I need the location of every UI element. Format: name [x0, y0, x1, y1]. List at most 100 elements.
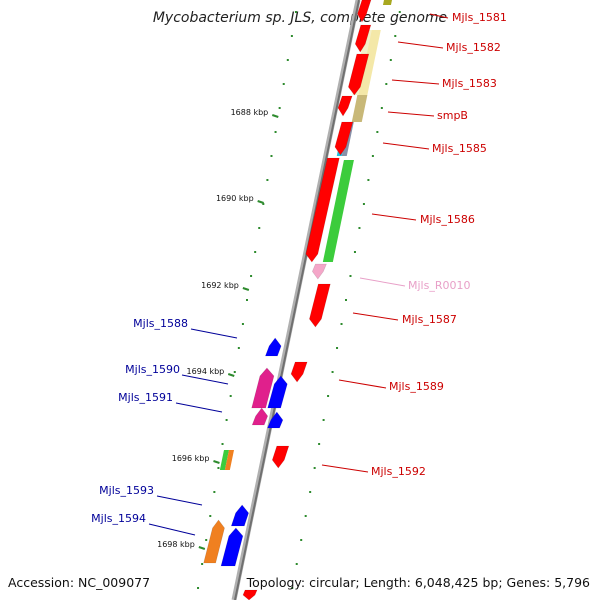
- gene-label: Mjls_R0010: [408, 279, 470, 292]
- gene-label: Mjls_1592: [371, 465, 426, 478]
- scale-dot: [309, 491, 312, 493]
- scale-dot: [291, 587, 294, 589]
- forward-gene-arrow: [337, 95, 353, 117]
- gene-labels: Mjls_1581 Mjls_1582 Mjls_1583 smpB Mjls_1585…: [91, 11, 507, 536]
- label-leader-line: [175, 402, 223, 413]
- label-leader-line: [387, 111, 435, 117]
- scale-dot: [389, 59, 392, 61]
- label-leader-line: [429, 13, 449, 19]
- scale-dot: [362, 203, 365, 205]
- label-leader-line: [321, 464, 369, 473]
- gene-label: Mjls_1593: [99, 484, 154, 497]
- forward-gene-arrow: [271, 445, 290, 469]
- scale-dot: [278, 107, 281, 109]
- scale-dot: [221, 443, 224, 445]
- scale-dot: [233, 371, 236, 373]
- scale-dot: [322, 419, 325, 421]
- scale-dot: [398, 11, 401, 13]
- accession-text: Accession: NC_009077: [8, 575, 151, 590]
- gene-label: Mjls_1589: [389, 380, 444, 393]
- kbp-label: 1698 kbp: [157, 540, 195, 549]
- scale-dot: [197, 587, 200, 589]
- gene-label: Mjls_1581: [452, 11, 507, 24]
- scale-dot: [318, 443, 321, 445]
- genome-backbone-line: [234, 0, 360, 600]
- gene-label: smpB: [437, 109, 468, 122]
- forward-gene-arrow: [354, 24, 372, 53]
- scale-dot: [358, 227, 361, 229]
- scale-dot: [274, 131, 277, 133]
- gene-label: Mjls_1587: [402, 313, 457, 326]
- label-leader-line: [352, 312, 399, 321]
- scale-dot: [349, 275, 352, 277]
- label-leader-line: [190, 328, 238, 339]
- scale-dot: [336, 347, 339, 349]
- gene-label: Mjls_1583: [442, 77, 497, 90]
- category-block: [251, 407, 269, 426]
- genome-info-text: Topology: circular; Length: 6,048,425 bp…: [246, 575, 590, 590]
- label-leader-line: [148, 523, 196, 536]
- reverse-gene-arrow: [264, 337, 282, 357]
- kbp-tick: [242, 287, 250, 291]
- label-leader-line: [391, 79, 440, 85]
- reverse-gene-arrow: [267, 375, 288, 409]
- scale-dot: [201, 563, 204, 565]
- scale-dot: [225, 419, 228, 421]
- forward-gene-arrow: [290, 361, 308, 383]
- label-leader-line: [382, 142, 430, 150]
- rna-gene-arrow: [311, 263, 327, 280]
- kbp-label: 1688 kbp: [231, 108, 269, 117]
- scale-dot: [327, 395, 330, 397]
- forward-gene-arrow: [305, 157, 340, 263]
- gene-features: [203, 0, 392, 600]
- scale-dot: [217, 467, 220, 469]
- gene-label: Mjls_1585: [432, 142, 487, 155]
- scale-dot: [385, 83, 388, 85]
- map-title: Mycobacterium sp. JLS, complete genome: [152, 10, 448, 26]
- label-leader-line: [156, 495, 203, 506]
- scale-dot: [294, 11, 297, 13]
- reverse-gene-arrow: [267, 411, 284, 429]
- category-block: [224, 450, 234, 470]
- scale-dot: [246, 299, 248, 301]
- gene-label: Mjls_1582: [446, 41, 501, 54]
- scale-dot: [250, 275, 253, 277]
- category-block: [219, 450, 229, 470]
- scale-dot: [270, 155, 273, 157]
- gene-label: Mjls_1594: [91, 512, 146, 525]
- scale-dot: [340, 323, 343, 325]
- scale-dot: [304, 515, 307, 517]
- kbp-label: 1690 kbp: [216, 194, 254, 203]
- scale-dot: [380, 107, 383, 109]
- category-block: [322, 160, 354, 262]
- kbp-tick: [227, 373, 235, 377]
- label-leader-line: [359, 277, 406, 287]
- forward-gene-arrow: [348, 53, 370, 96]
- scale-dot: [254, 251, 257, 253]
- forward-gene-arrow: [334, 121, 354, 156]
- category-block: [203, 519, 225, 564]
- scale-dot: [371, 155, 374, 157]
- scale-dot: [353, 251, 356, 253]
- reverse-gene-arrow: [220, 527, 244, 567]
- scale-dot: [313, 467, 316, 469]
- scale-dot: [266, 179, 269, 181]
- scale-dot: [209, 515, 212, 517]
- scale-dot: [295, 563, 298, 565]
- scale-dot: [262, 203, 265, 205]
- category-block: [382, 0, 392, 5]
- label-leader-line: [181, 374, 229, 385]
- kbp-tick: [213, 460, 220, 464]
- scale-dot: [300, 539, 303, 541]
- scale-dot: [237, 347, 240, 349]
- gene-label: Mjls_1590: [125, 363, 180, 376]
- category-block: [251, 367, 275, 409]
- kbp-label: 1692 kbp: [201, 281, 239, 290]
- scale-dot: [376, 131, 379, 133]
- scale-ticks: 1688 kbp 1690 kbp 1692 kbp 1694 kbp 1696 kbp…: [157, 108, 279, 550]
- kbp-tick: [257, 200, 264, 204]
- kbp-label: 1696 kbp: [172, 454, 210, 463]
- kbp-tick: [198, 546, 206, 550]
- gene-label: Mjls_1591: [118, 391, 173, 404]
